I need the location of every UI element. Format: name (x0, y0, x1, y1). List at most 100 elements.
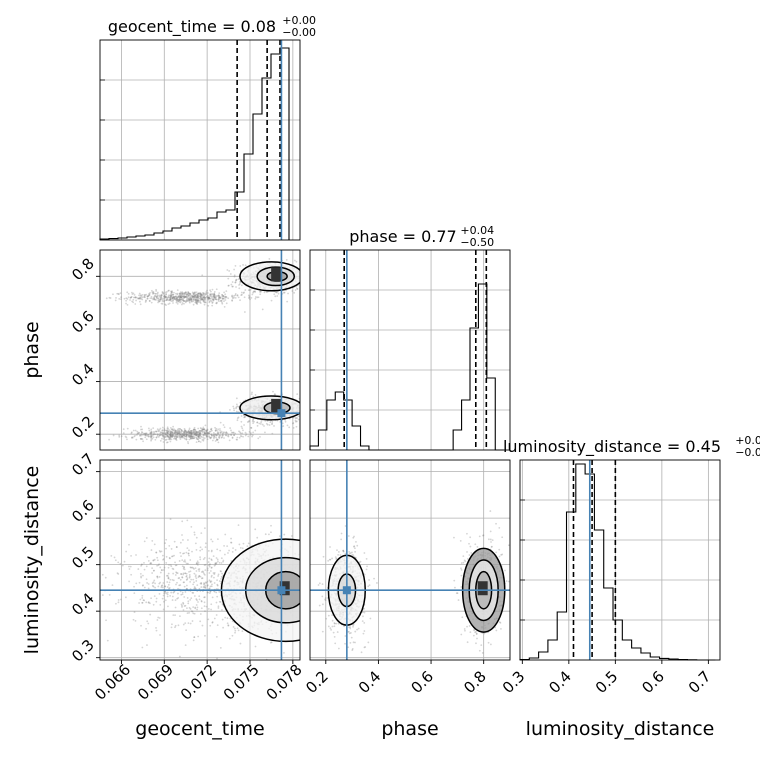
sample-point (204, 569, 207, 572)
sample-point (230, 429, 232, 432)
sample-point (166, 427, 169, 430)
sample-point (224, 295, 227, 298)
sample-point (176, 431, 179, 434)
sample-point (329, 558, 332, 561)
sample-point (145, 433, 148, 436)
sample-point (165, 561, 168, 564)
sample-point (188, 434, 191, 437)
sample-point (209, 590, 212, 593)
sample-point (218, 298, 220, 301)
sample-point (201, 429, 204, 432)
sample-point (197, 436, 200, 439)
sample-point (219, 428, 221, 430)
sample-point (145, 627, 147, 630)
sample-point (173, 291, 175, 294)
density-core (271, 267, 282, 282)
sample-point (199, 437, 202, 440)
sample-point (190, 295, 193, 297)
sample-point (182, 601, 184, 604)
sample-point (176, 292, 179, 295)
sample-point (473, 629, 475, 632)
sample-point (154, 294, 156, 297)
sample-point (192, 428, 195, 431)
sample-point (211, 293, 214, 296)
sample-point (184, 300, 187, 303)
sample-point (195, 577, 198, 580)
sample-point (190, 435, 192, 437)
sample-point (138, 602, 140, 604)
sample-point (199, 302, 202, 304)
sample-point (178, 655, 181, 658)
sample-point (301, 629, 303, 631)
sample-point (195, 301, 198, 304)
sample-point (314, 415, 316, 417)
sample-point (198, 575, 201, 578)
sample-point (179, 296, 182, 299)
sample-point (256, 421, 259, 424)
sample-point (154, 293, 157, 295)
sample-point (304, 408, 306, 410)
sample-point (204, 546, 207, 549)
sample-point (189, 292, 192, 295)
sample-point (193, 430, 195, 433)
sample-point (128, 568, 131, 570)
sample-point (249, 288, 252, 291)
sample-point (302, 285, 304, 287)
sample-point (208, 297, 210, 300)
sample-point (209, 295, 211, 298)
sample-point (150, 431, 153, 434)
sample-point (163, 600, 165, 603)
sample-point (307, 414, 309, 416)
sample-point (238, 284, 240, 286)
sample-point (183, 430, 185, 433)
sample-point (158, 295, 161, 298)
sample-point (196, 563, 199, 566)
sample-point (140, 438, 143, 440)
sample-point (210, 603, 213, 606)
sample-point (175, 437, 177, 440)
sample-point (219, 421, 222, 424)
sample-point (161, 292, 164, 294)
sample-point (241, 293, 243, 296)
sample-point (195, 436, 197, 439)
sample-point (203, 428, 206, 430)
sample-point (205, 295, 208, 298)
sample-point (159, 634, 161, 636)
sample-point (202, 571, 205, 574)
sample-point (156, 295, 159, 298)
sample-point (189, 435, 192, 438)
sample-point (187, 434, 190, 437)
sample-point (192, 431, 195, 434)
sample-point (344, 642, 346, 645)
sample-point (147, 622, 150, 625)
sample-point (183, 431, 186, 433)
sample-point (195, 293, 198, 296)
sample-point (301, 413, 303, 415)
sample-point (201, 298, 204, 301)
sample-point (351, 551, 353, 554)
sample-point (127, 292, 130, 295)
sample-point (193, 587, 196, 590)
sample-point (198, 292, 201, 295)
sample-point (178, 298, 181, 301)
sample-point (164, 434, 167, 436)
sample-point (93, 432, 95, 434)
sample-point (183, 431, 186, 433)
sample-point (169, 432, 172, 435)
sample-point (126, 291, 129, 294)
sample-point (231, 294, 234, 297)
sample-point (181, 435, 184, 438)
sample-point (218, 434, 221, 437)
sample-point (203, 296, 206, 299)
sample-point (155, 296, 158, 299)
sample-point (327, 559, 330, 562)
sample-point (179, 551, 182, 554)
sample-point (307, 583, 309, 585)
sample-point (224, 299, 227, 301)
sample-point (160, 569, 163, 571)
sample-point (144, 436, 147, 439)
sample-point (215, 434, 218, 437)
sample-point (106, 639, 109, 642)
sample-point (197, 299, 199, 302)
sample-point (361, 611, 364, 614)
